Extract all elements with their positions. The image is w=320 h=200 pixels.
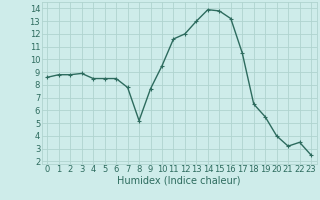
X-axis label: Humidex (Indice chaleur): Humidex (Indice chaleur) (117, 176, 241, 186)
